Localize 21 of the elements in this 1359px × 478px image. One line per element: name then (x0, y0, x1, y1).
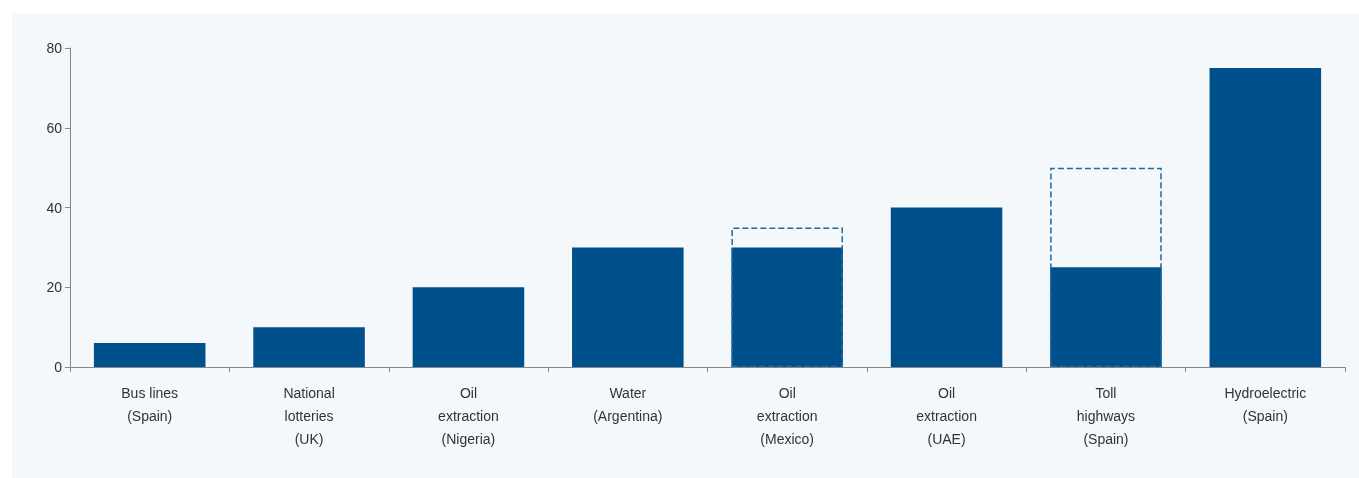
y-tick-label: 0 (54, 359, 63, 375)
bar (1050, 267, 1162, 367)
bar (253, 327, 365, 367)
bar (1050, 167, 1162, 367)
x-tick-label: Hydroelectric (Spain) (1224, 384, 1307, 424)
x-tick-label: Oil extraction (Mexico) (756, 384, 818, 447)
x-tick-label: Water (Argentina) (593, 384, 663, 424)
bar (1209, 67, 1322, 367)
bar (93, 343, 206, 367)
x-tick-label: National lotteries (UK) (283, 384, 335, 447)
x-tick-label: Oil extraction (UAE) (916, 384, 977, 447)
bar (572, 247, 684, 367)
y-tick-label: 20 (46, 279, 63, 296)
x-tick-label: Oil extraction (Nigeria) (438, 384, 499, 447)
y-tick-label: 40 (46, 199, 63, 216)
bar (890, 207, 1003, 367)
x-tick-label: Toll highways (Spain) (1076, 384, 1136, 447)
y-tick-label: 80 (46, 40, 63, 56)
y-tick-label: 60 (46, 119, 63, 136)
x-tick-label: Bus lines (Spain) (121, 384, 179, 424)
bar (412, 287, 525, 367)
